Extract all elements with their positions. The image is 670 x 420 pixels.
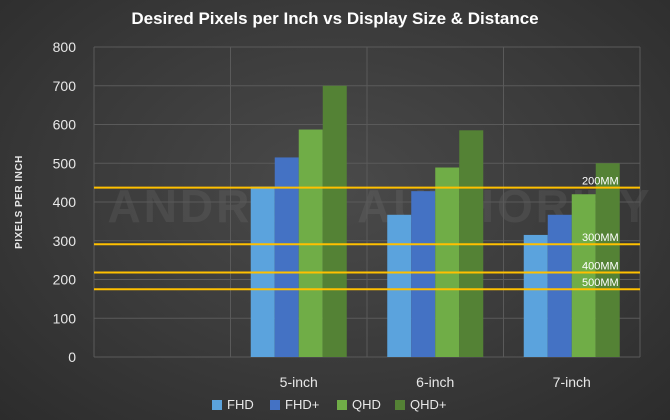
bar-fhd-plus-5-inch <box>274 157 299 357</box>
reference-lines: 200MM 300MM 400MM 500MM <box>94 176 640 291</box>
y-tick-label: 600 <box>53 117 77 133</box>
reference-label-400MM: 400MM <box>582 261 619 273</box>
y-tick-label: 0 <box>68 349 76 365</box>
x-tick-label: 5-inch <box>280 374 318 390</box>
reference-label-300MM: 300MM <box>582 232 619 244</box>
bar-fhd-6-inch <box>387 214 412 357</box>
bar-fhd-plus-7-inch <box>547 214 572 357</box>
legend-swatch <box>395 400 405 410</box>
legend-swatch <box>337 400 347 410</box>
legend-label: FHD+ <box>285 397 319 412</box>
y-tick-label: 700 <box>53 78 77 94</box>
gridlines <box>93 46 641 358</box>
x-tick-label: 6-inch <box>416 374 454 390</box>
y-tick-label: 800 <box>53 39 77 55</box>
y-tick-label: 300 <box>53 233 77 249</box>
y-tick-label: 100 <box>53 310 77 326</box>
legend-swatch <box>270 400 280 410</box>
legend: FHD FHD+ QHD QHD+ <box>212 397 446 412</box>
y-tick-label: 400 <box>53 194 77 210</box>
bar-qhd-plus-5-inch <box>322 85 347 357</box>
chart-title: Desired Pixels per Inch vs Display Size … <box>131 9 538 28</box>
y-axis-label: PIXELS PER INCH <box>14 155 25 249</box>
y-tick-label: 200 <box>53 272 77 288</box>
legend-swatch <box>212 400 222 410</box>
bar-fhd-7-inch <box>523 234 548 357</box>
bars <box>250 85 620 357</box>
bar-qhd-6-inch <box>435 167 460 357</box>
y-tick-label: 500 <box>53 155 77 171</box>
bar-qhd-7-inch <box>571 194 596 357</box>
reference-label-500MM: 500MM <box>582 277 619 289</box>
legend-label: QHD <box>352 397 381 412</box>
legend-label: FHD <box>227 397 254 412</box>
bar-fhd-plus-6-inch <box>411 191 436 357</box>
legend-label: QHD+ <box>410 397 446 412</box>
bar-qhd-plus-7-inch <box>595 163 620 357</box>
axes: 0 100 200 300 400 500 600 700 800 5-inch 6-inch 7-i… <box>53 39 591 390</box>
x-tick-label: 7-inch <box>553 374 591 390</box>
reference-label-200MM: 200MM <box>582 176 619 188</box>
